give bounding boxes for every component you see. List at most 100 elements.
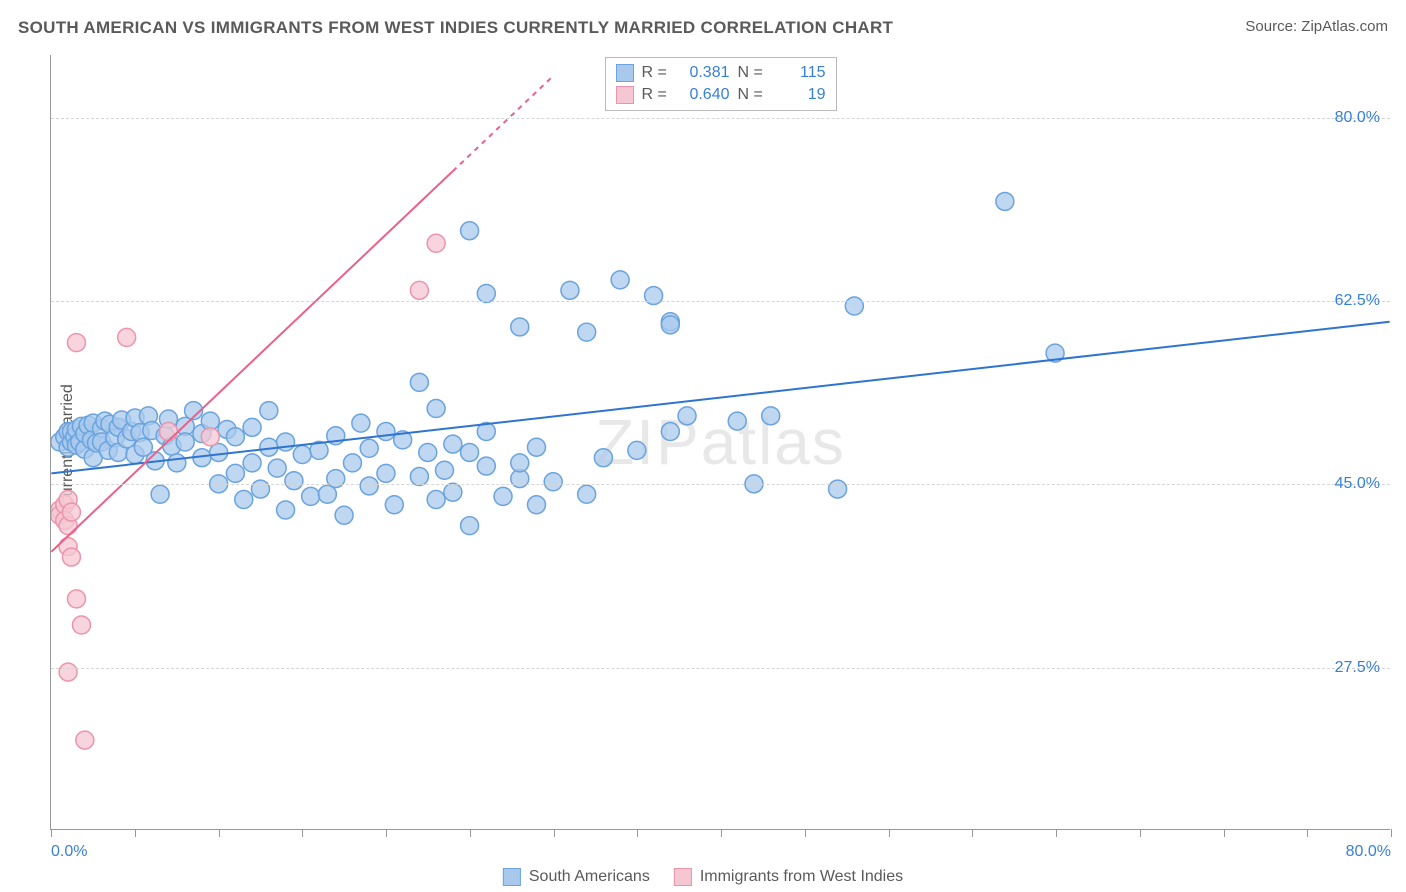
y-tick-label: 45.0% [1335, 475, 1380, 493]
legend-label-series-1: Immigrants from West Indies [700, 868, 903, 886]
x-tick [972, 829, 973, 837]
x-tick [554, 829, 555, 837]
swatch-series-0 [503, 868, 521, 886]
x-tick [135, 829, 136, 837]
scatter-point-series-0 [210, 443, 228, 461]
scatter-point-series-1 [59, 538, 77, 556]
scatter-point-series-0 [88, 434, 106, 452]
scatter-point-series-0 [360, 439, 378, 457]
scatter-point-series-0 [226, 464, 244, 482]
scatter-point-series-0 [185, 402, 203, 420]
scatter-point-series-0 [661, 313, 679, 331]
scatter-point-series-1 [159, 423, 177, 441]
legend-n-label: N = [738, 62, 766, 84]
scatter-point-series-0 [193, 425, 211, 443]
scatter-point-series-1 [56, 496, 74, 514]
legend-item-series-0: South Americans [503, 868, 650, 886]
legend-n-value-0: 115 [774, 62, 826, 84]
scatter-point-series-0 [72, 417, 90, 435]
scatter-point-series-0 [335, 506, 353, 524]
gridline-h [51, 484, 1390, 485]
y-tick-label: 62.5% [1335, 292, 1380, 310]
scatter-point-series-0 [578, 323, 596, 341]
scatter-point-series-1 [410, 281, 428, 299]
scatter-point-series-0 [218, 420, 236, 438]
scatter-point-series-0 [156, 427, 174, 445]
scatter-point-series-0 [419, 443, 437, 461]
trend-line-series-1 [51, 171, 452, 552]
scatter-point-series-0 [163, 437, 181, 455]
chart-container: SOUTH AMERICAN VS IMMIGRANTS FROM WEST I… [0, 0, 1406, 892]
scatter-point-series-0 [477, 284, 495, 302]
scatter-point-series-0 [444, 483, 462, 501]
scatter-point-series-0 [260, 438, 278, 456]
scatter-point-series-0 [410, 373, 428, 391]
scatter-point-series-0 [123, 423, 141, 441]
scatter-point-series-0 [260, 402, 278, 420]
scatter-point-series-0 [176, 433, 194, 451]
gridline-h [51, 301, 1390, 302]
scatter-point-series-0 [168, 454, 186, 472]
scatter-point-series-0 [226, 428, 244, 446]
scatter-point-series-0 [494, 487, 512, 505]
scatter-point-series-0 [159, 410, 177, 428]
trend-line-dashed-series-1 [453, 76, 553, 171]
legend-n-value-1: 19 [774, 84, 826, 106]
x-tick [1056, 829, 1057, 837]
source-prefix: Source: [1245, 18, 1301, 35]
scatter-point-series-0 [628, 441, 646, 459]
legend-row-series-1: R = 0.640 N = 19 [616, 84, 826, 106]
scatter-point-series-0 [113, 411, 131, 429]
legend-r-value-0: 0.381 [678, 62, 730, 84]
scatter-point-series-0 [109, 418, 127, 436]
watermark: ZIPatlas [595, 405, 846, 479]
scatter-point-series-1 [59, 517, 77, 535]
scatter-point-series-0 [477, 457, 495, 475]
x-tick [470, 829, 471, 837]
legend-r-label: R = [642, 84, 670, 106]
scatter-point-series-0 [109, 443, 127, 461]
scatter-point-series-0 [318, 485, 336, 503]
scatter-point-series-0 [611, 271, 629, 289]
x-tick [721, 829, 722, 837]
scatter-point-series-0 [84, 414, 102, 432]
scatter-point-series-1 [51, 506, 69, 524]
scatter-point-series-0 [235, 491, 253, 509]
scatter-point-series-0 [76, 440, 94, 458]
scatter-point-series-1 [427, 234, 445, 252]
scatter-point-series-0 [139, 407, 157, 425]
x-tick [1391, 829, 1392, 837]
scatter-point-series-0 [277, 433, 295, 451]
scatter-svg [51, 55, 1390, 829]
scatter-point-series-0 [59, 423, 77, 441]
scatter-point-series-0 [146, 452, 164, 470]
scatter-point-series-0 [67, 436, 85, 454]
scatter-point-series-0 [193, 449, 211, 467]
scatter-point-series-0 [444, 435, 462, 453]
scatter-point-series-0 [176, 417, 194, 435]
scatter-point-series-0 [277, 501, 295, 519]
scatter-point-series-0 [51, 433, 69, 451]
scatter-point-series-0 [93, 433, 111, 451]
scatter-point-series-0 [62, 423, 80, 441]
scatter-point-series-1 [59, 491, 77, 509]
scatter-point-series-0 [99, 441, 117, 459]
scatter-point-series-0 [66, 428, 84, 446]
scatter-point-series-0 [678, 407, 696, 425]
scatter-point-series-0 [511, 318, 529, 336]
scatter-point-series-0 [93, 419, 111, 437]
scatter-point-series-0 [661, 423, 679, 441]
scatter-point-series-0 [76, 425, 94, 443]
scatter-point-series-0 [845, 297, 863, 315]
x-tick [889, 829, 890, 837]
series-legend: South Americans Immigrants from West Ind… [503, 868, 903, 886]
scatter-point-series-1 [51, 501, 69, 519]
scatter-point-series-0 [435, 461, 453, 479]
scatter-point-series-0 [67, 420, 85, 438]
scatter-point-series-0 [410, 468, 428, 486]
gridline-h [51, 668, 1390, 669]
scatter-point-series-0 [661, 316, 679, 334]
scatter-point-series-0 [728, 412, 746, 430]
legend-n-label: N = [738, 84, 766, 106]
chart-title: SOUTH AMERICAN VS IMMIGRANTS FROM WEST I… [18, 18, 893, 38]
